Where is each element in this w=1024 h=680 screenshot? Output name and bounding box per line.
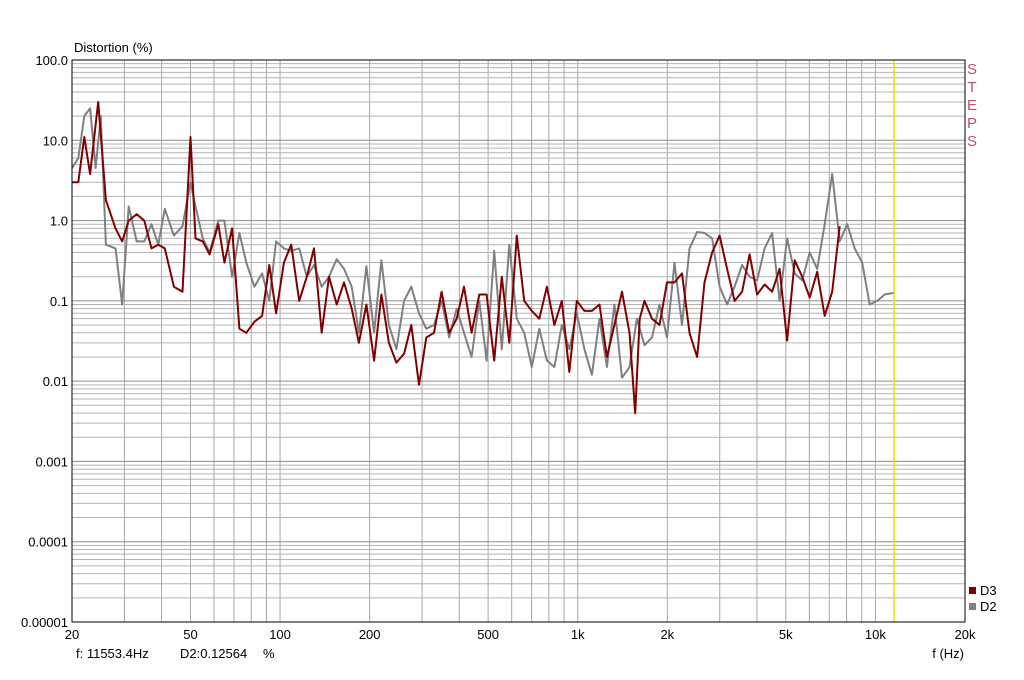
x-tick-label: 20 <box>65 627 79 642</box>
x-tick-label: 100 <box>269 627 291 642</box>
cursor-frequency-readout: f: 11553.4Hz <box>76 646 149 661</box>
plot-frame <box>71 59 966 623</box>
steps-letter: S <box>967 61 977 78</box>
x-tick-label: 20k <box>955 627 976 642</box>
x-tick-label: 5k <box>779 627 793 642</box>
y-tick-label: 0.1 <box>50 294 68 309</box>
steps-letter: P <box>967 115 977 132</box>
legend-swatch-d2 <box>969 603 976 610</box>
series-line-d3 <box>72 101 841 415</box>
legend-swatch-d3 <box>969 587 976 594</box>
x-tick-label: 200 <box>359 627 381 642</box>
x-axis-title: f (Hz) <box>932 646 964 661</box>
legend-label-d3: D3 <box>980 583 997 598</box>
x-tick-label: 10k <box>865 627 886 642</box>
steps-letter: T <box>967 79 976 96</box>
y-tick-label: 1.0 <box>50 214 68 229</box>
x-tick-label: 2k <box>660 627 674 642</box>
y-tick-label: 0.0001 <box>28 535 68 550</box>
steps-letter: E <box>967 97 977 114</box>
y-tick-label: 0.01 <box>43 374 68 389</box>
series-lines <box>71 101 895 415</box>
plot-grid <box>71 60 966 623</box>
axis-tick-labels: 20 50 100 200 500 1k 2k 5k 10k 20k 100.0 10.0 1.0 0.1… <box>21 53 976 642</box>
y-tick-label: 10.0 <box>43 133 68 148</box>
y-axis-title: Distortion (%) <box>74 40 153 55</box>
legend-label-d2: D2 <box>980 599 997 614</box>
x-tick-label: 50 <box>183 627 197 642</box>
y-tick-label: 100.0 <box>35 53 68 68</box>
cursor-unit-readout: % <box>263 646 275 661</box>
cursor-value-readout: D2:0.12564 <box>180 646 247 661</box>
y-tick-label: 0.001 <box>35 454 68 469</box>
x-tick-label: 500 <box>477 627 499 642</box>
series-line-d2 <box>71 107 895 379</box>
y-tick-label: 0.00001 <box>21 615 68 630</box>
x-tick-label: 1k <box>571 627 585 642</box>
steps-letter: S <box>967 133 977 150</box>
